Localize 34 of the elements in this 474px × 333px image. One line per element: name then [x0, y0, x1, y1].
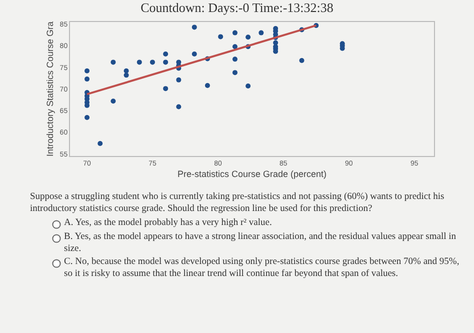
point — [299, 58, 304, 63]
point — [84, 115, 90, 120]
point — [124, 68, 129, 74]
point — [258, 30, 264, 36]
point — [232, 56, 238, 62]
point — [176, 77, 182, 82]
text: B. Yes, as the model appears to have a strong linear association, and the residual values appear small in size. — [64, 232, 458, 256]
point — [176, 104, 182, 110]
point — [110, 60, 116, 65]
point — [218, 34, 224, 40]
text: Suppose a struggling student who is currently taking pre-statistics and not passing (60%) wants to predict his introductory statistics course grade. Should the regression line be used for this prediction? — [30, 192, 446, 216]
point — [246, 83, 251, 88]
point — [192, 51, 197, 56]
point — [124, 72, 129, 78]
point — [150, 60, 155, 65]
point — [84, 76, 90, 82]
point — [192, 24, 197, 30]
point — [98, 140, 103, 146]
point — [163, 86, 168, 92]
point — [84, 68, 90, 74]
point — [163, 51, 168, 56]
x-axis-title: Pre-statistics Course Grade (percent) — [177, 169, 327, 180]
point — [232, 44, 238, 50]
chart-title: Countdown: Days:-0 Time:-13:32:38 — [140, 0, 334, 15]
text: A. Yes, as the model probably has a very high r² value. — [64, 218, 272, 230]
y-axis-title: Introductory Statistics Course Gra — [45, 21, 56, 157]
point — [246, 34, 251, 40]
point — [163, 60, 168, 65]
point — [232, 70, 238, 76]
point — [136, 60, 142, 65]
text: C. No, because the model was developed using only pre-statistics course grades between 70% and 95%, so it is risky to assume that the linear trend will continue far beyond that span of values. — [64, 257, 460, 282]
point — [232, 30, 238, 36]
point — [110, 98, 116, 104]
point — [204, 83, 210, 88]
